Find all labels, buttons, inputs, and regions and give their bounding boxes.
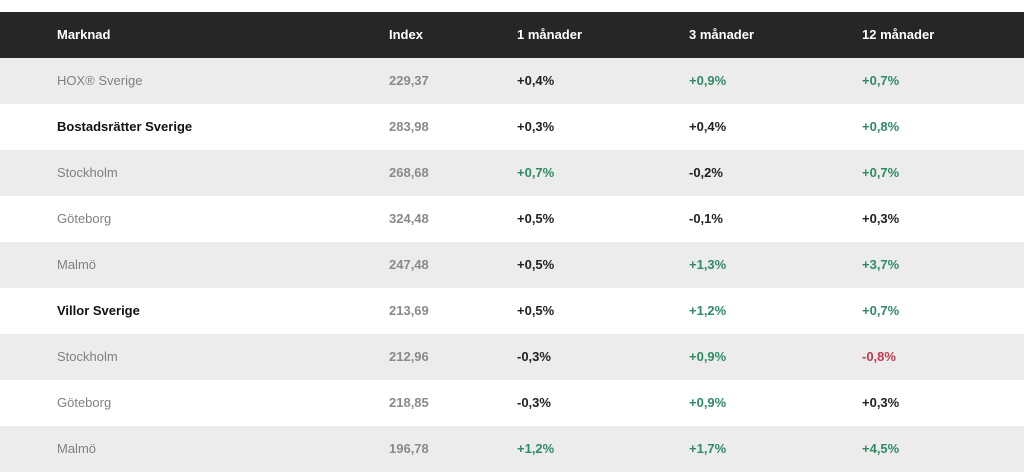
market-cell: Villor Sverige: [57, 303, 140, 318]
index-cell: 247,48: [389, 257, 429, 272]
market-cell: Göteborg: [57, 211, 112, 226]
market-cell: Malmö: [57, 441, 97, 456]
index-cell: 218,85: [389, 395, 429, 410]
change-12-months-cell: +0,3%: [862, 395, 900, 410]
change-12-months-cell: -0,8%: [862, 349, 896, 364]
header-12-months: 12 månader: [862, 27, 935, 42]
market-cell: Stockholm: [57, 165, 118, 180]
index-cell: 283,98: [389, 119, 429, 134]
change-3-months-cell: +0,9%: [689, 349, 727, 364]
change-1-month-cell: +0,7%: [517, 165, 555, 180]
change-3-months-cell: -0,1%: [689, 211, 723, 226]
header-market: Marknad: [57, 27, 111, 42]
change-1-month-cell: +0,3%: [517, 119, 555, 134]
index-cell: 268,68: [389, 165, 429, 180]
change-1-month-cell: +0,5%: [517, 211, 555, 226]
change-12-months-cell: +0,7%: [862, 73, 900, 88]
change-3-months-cell: +0,9%: [689, 395, 727, 410]
change-12-months-cell: +0,8%: [862, 119, 900, 134]
change-1-month-cell: +0,5%: [517, 257, 555, 272]
change-12-months-cell: +0,7%: [862, 165, 900, 180]
index-cell: 212,96: [389, 349, 429, 364]
header-1-month: 1 månader: [517, 27, 583, 42]
market-cell: Göteborg: [57, 395, 112, 410]
change-12-months-cell: +3,7%: [862, 257, 900, 272]
change-12-months-cell: +4,5%: [862, 441, 900, 456]
table-row: Malmö 247,48 +0,5% +1,3% +3,7%: [0, 242, 1024, 288]
table-row: Stockholm 268,68 +0,7% -0,2% +0,7%: [0, 150, 1024, 196]
index-cell: 196,78: [389, 441, 429, 456]
change-3-months-cell: -0,2%: [689, 165, 723, 180]
table-row: Göteborg 218,85 -0,3% +0,9% +0,3%: [0, 380, 1024, 426]
change-12-months-cell: +0,7%: [862, 303, 900, 318]
change-3-months-cell: +1,3%: [689, 257, 727, 272]
market-cell: HOX® Sverige: [57, 73, 143, 88]
change-3-months-cell: +0,4%: [689, 119, 727, 134]
housing-index-table: Marknad Index 1 månader 3 månader 12 mån…: [0, 12, 1024, 472]
change-1-month-cell: -0,3%: [517, 349, 551, 364]
table-row: HOX® Sverige 229,37 +0,4% +0,9% +0,7%: [0, 58, 1024, 104]
table-row: Bostadsrätter Sverige 283,98 +0,3% +0,4% +0,…: [0, 104, 1024, 150]
table-row: Stockholm 212,96 -0,3% +0,9% -0,8%: [0, 334, 1024, 380]
change-3-months-cell: +1,2%: [689, 303, 727, 318]
table-row: Villor Sverige 213,69 +0,5% +1,2% +0,7%: [0, 288, 1024, 334]
header-3-months: 3 månader: [689, 27, 755, 42]
table-row: Malmö 196,78 +1,2% +1,7% +4,5%: [0, 426, 1024, 472]
change-12-months-cell: +0,3%: [862, 211, 900, 226]
change-1-month-cell: -0,3%: [517, 395, 551, 410]
index-cell: 324,48: [389, 211, 429, 226]
header-index: Index: [389, 27, 423, 42]
change-3-months-cell: +0,9%: [689, 73, 727, 88]
market-cell: Malmö: [57, 257, 97, 272]
market-cell: Bostadsrätter Sverige: [57, 119, 193, 134]
change-1-month-cell: +1,2%: [517, 441, 555, 456]
index-cell: 213,69: [389, 303, 429, 318]
change-3-months-cell: +1,7%: [689, 441, 727, 456]
market-cell: Stockholm: [57, 349, 118, 364]
table-body: HOX® Sverige 229,37 +0,4% +0,9% +0,7% Bostads…: [0, 58, 1024, 472]
change-1-month-cell: +0,5%: [517, 303, 555, 318]
index-cell: 229,37: [389, 73, 429, 88]
change-1-month-cell: +0,4%: [517, 73, 555, 88]
table-header: Marknad Index 1 månader 3 månader 12 mån…: [0, 12, 1024, 58]
table-row: Göteborg 324,48 +0,5% -0,1% +0,3%: [0, 196, 1024, 242]
